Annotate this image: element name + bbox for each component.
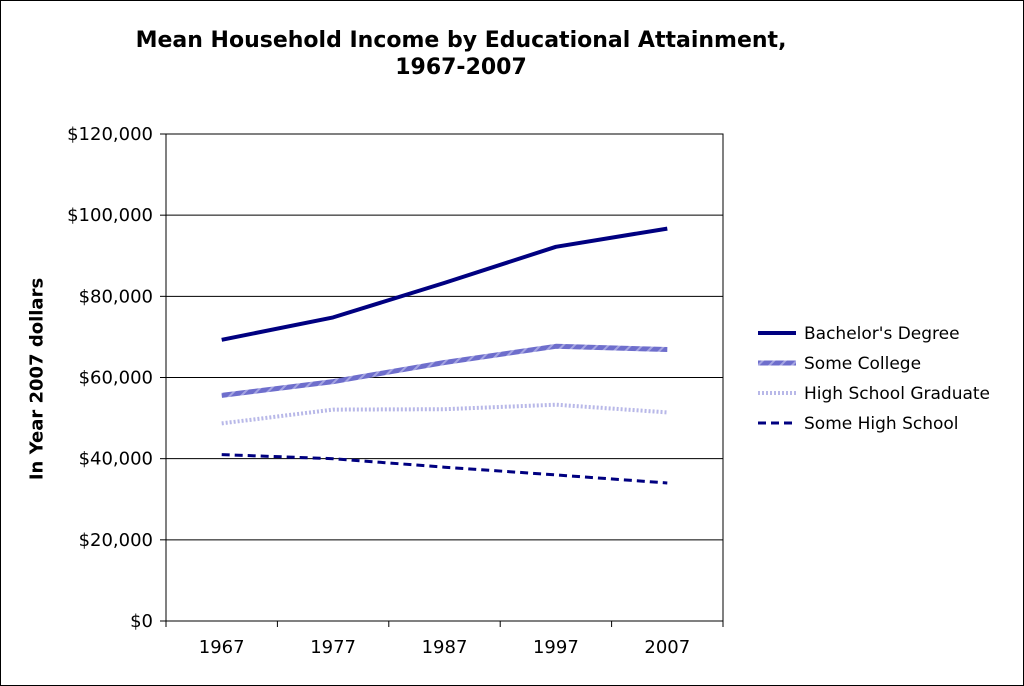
- legend-label: Bachelor's Degree: [804, 324, 960, 344]
- y-tick-label: $40,000: [79, 449, 153, 470]
- x-tick-label: 1967: [199, 637, 245, 658]
- y-tick-label: $60,000: [79, 368, 153, 389]
- y-tick-label: $100,000: [67, 205, 153, 226]
- data-point: [554, 473, 558, 477]
- legend-label: High School Graduate: [804, 384, 990, 404]
- series-line-0: [221, 226, 668, 342]
- series-line-3: [221, 453, 668, 485]
- series-line-1: [221, 343, 668, 398]
- series-line-2: [221, 402, 668, 426]
- x-tick-label: 1997: [533, 637, 579, 658]
- plot-area-border: [165, 133, 724, 622]
- chart-title-line-2: 1967-2007: [395, 55, 527, 80]
- y-tick-label: $120,000: [67, 124, 153, 145]
- x-tick-label: 1987: [422, 637, 468, 658]
- legend-label: Some High School: [804, 414, 959, 434]
- y-tick-label: $0: [130, 611, 153, 632]
- legend-label: Some College: [804, 354, 921, 374]
- chart-title-line-1: Mean Household Income by Educational Att…: [135, 28, 787, 53]
- x-tick-label: 1977: [310, 637, 356, 658]
- x-tick-label: 2007: [644, 637, 690, 658]
- y-tick-label: $80,000: [79, 286, 153, 307]
- y-tick-label: $20,000: [79, 530, 153, 551]
